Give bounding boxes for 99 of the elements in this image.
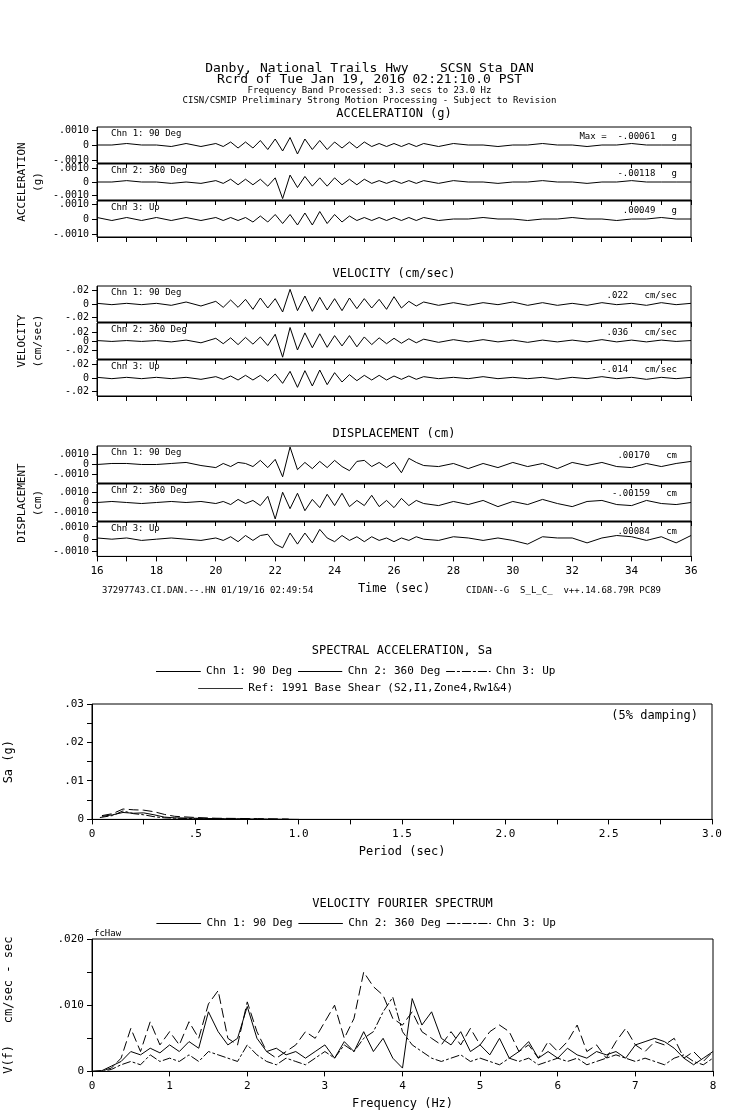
x-tick-label: .5	[188, 826, 202, 840]
annotation: (5% damping)	[611, 708, 698, 723]
chart-title: ACCELERATION (g)	[335, 106, 453, 120]
x-axis-title: Frequency (Hz)	[351, 1095, 454, 1110]
x-tick-label: 2.5	[598, 826, 619, 840]
annotation: Chn 1: 90 Deg	[111, 128, 182, 139]
y-tick-label: .0010	[58, 447, 89, 459]
legend-label: Chn 3: Up	[496, 916, 556, 930]
y-axis-title: ACCELERATION (g)	[14, 142, 45, 222]
y-tick-label: .02	[70, 358, 89, 370]
annotation: .00170 cm	[617, 450, 677, 461]
x-tick-label: 28	[446, 563, 461, 577]
annotation: .022 cm/sec	[606, 290, 677, 301]
x-tick-label: 36	[684, 563, 698, 577]
annotation: Chn 1: 90 Deg	[111, 287, 182, 298]
y-tick-label: 0	[82, 334, 89, 346]
y-tick-label: .01	[64, 773, 84, 787]
annotation: Chn 2: 360 Deg	[111, 485, 187, 496]
y-axis-title: Sa (g)	[1, 740, 16, 784]
y-tick-label: .0010	[58, 520, 89, 532]
y-tick-label: .0010	[58, 485, 89, 497]
chart-title: DISPLACEMENT (cm)	[331, 426, 457, 440]
annotation: -.00118 g	[617, 168, 677, 179]
x-tick-label: 18	[149, 563, 164, 577]
y-tick-label: -.02	[64, 343, 89, 355]
x-tick-label: 3	[321, 1078, 329, 1092]
y-tick-label: -.0010	[52, 545, 89, 557]
y-tick-label: 0	[77, 1064, 84, 1078]
y-axis-title: V(f) cm/sec - sec	[1, 936, 16, 1074]
x-tick-label: 1.0	[288, 826, 309, 840]
y-tick-label: -.0010	[52, 506, 89, 518]
x-tick-label: 30	[506, 563, 520, 577]
y-tick-label: -.02	[64, 310, 89, 322]
annotation: -.00159 cm	[611, 488, 677, 499]
y-tick-label: 0	[82, 212, 89, 224]
chart-title: SPECTRAL ACCELERATION, Sa	[310, 643, 494, 657]
y-tick-label: 0	[82, 458, 89, 470]
annotation: Chn 3: Up	[111, 523, 160, 534]
annotation: Chn 1: 90 Deg	[111, 447, 182, 458]
x-tick-label: 16	[90, 563, 104, 577]
annotation: .00084 cm	[617, 526, 677, 537]
y-tick-label: 0	[82, 175, 89, 187]
legend-label: Chn 1: 90 Deg	[206, 664, 293, 678]
legend-label: Chn 1: 90 Deg	[206, 916, 293, 930]
y-tick-label: .010	[57, 998, 84, 1012]
annotation: Chn 3: Up	[111, 202, 160, 213]
x-tick-label: 1	[166, 1078, 173, 1092]
annotation: .00049 g	[622, 205, 677, 216]
y-tick-label: -.02	[64, 384, 89, 396]
annotation: Chn 2: 360 Deg	[111, 324, 187, 335]
annotation: .036 cm/sec	[606, 327, 677, 338]
chart-title: VELOCITY (cm/sec)	[331, 266, 457, 280]
x-tick-label: 20	[209, 563, 223, 577]
annotation: Chn 3: Up	[111, 361, 160, 372]
x-tick-label: 24	[327, 563, 342, 577]
x-tick-label: 2.0	[495, 826, 516, 840]
y-tick-label: 0	[82, 297, 89, 309]
legend-label: Chn 2: 360 Deg	[348, 916, 441, 930]
y-tick-label: 0	[77, 812, 84, 826]
y-tick-label: -.0010	[52, 468, 89, 480]
text: CIDAN--G S_L_C_ v++.14.68.79R PC89	[465, 585, 661, 596]
x-axis-title: Period (sec)	[358, 843, 446, 858]
y-axis-title: DISPLACEMENT (cm)	[14, 462, 45, 543]
text: fcHaw	[94, 928, 122, 939]
legend-label: Chn 3: Up	[495, 664, 556, 678]
x-tick-label: 2	[243, 1078, 251, 1092]
x-tick-label: 4	[399, 1078, 407, 1092]
x-tick-label: 5	[476, 1078, 484, 1092]
y-tick-label: .020	[57, 931, 84, 945]
y-tick-label: .0010	[58, 123, 89, 135]
x-axis-title: Time (sec)	[357, 580, 431, 595]
y-tick-label: 0	[82, 138, 89, 150]
chart-title: VELOCITY FOURIER SPECTRUM	[311, 896, 494, 910]
y-tick-label: .03	[64, 696, 84, 710]
y-tick-label: .02	[64, 735, 84, 749]
y-tick-label: .02	[70, 284, 89, 296]
x-tick-label: 7	[632, 1078, 639, 1092]
y-tick-label: 0	[82, 532, 89, 544]
legend-label: Ref: 1991 Base Shear (S2,I1,Zone4,Rw1&4)	[248, 681, 514, 695]
text: Frequency Band Processed: 3.3 secs to 23.0 Hz	[246, 85, 493, 96]
text: CISN/CSMIP Preliminary Strong Motion Processing - Subject to Revision	[181, 95, 558, 106]
legend-label: Chn 2: 360 Deg	[347, 664, 441, 678]
y-tick-label: .02	[70, 325, 89, 337]
y-tick-label: 0	[82, 371, 89, 383]
y-tick-label: 0	[82, 496, 89, 508]
x-tick-label: 22	[268, 563, 282, 577]
y-tick-label: -.0010	[52, 227, 89, 239]
annotation: Chn 2: 360 Deg	[111, 165, 187, 176]
x-tick-label: 6	[554, 1078, 562, 1092]
annotation: -.014 cm/sec	[601, 364, 677, 375]
y-axis-title: VELOCITY (cm/sec)	[14, 314, 45, 368]
annotation: Max = -.00061 g	[579, 131, 677, 142]
x-tick-label: 3.0	[702, 826, 722, 840]
x-tick-label: 26	[387, 563, 401, 577]
x-tick-label: 34	[624, 563, 639, 577]
x-tick-label: 8	[709, 1078, 717, 1092]
x-tick-label: 32	[565, 563, 579, 577]
x-tick-label: 1.5	[392, 826, 412, 840]
text: 37297743.CI.DAN.--.HN 01/19/16 02:49:54	[102, 585, 314, 596]
